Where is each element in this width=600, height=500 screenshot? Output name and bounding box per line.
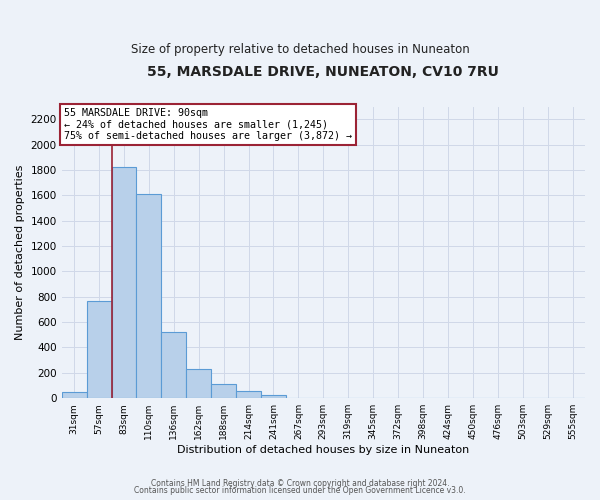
Bar — [186, 369, 211, 398]
Text: 55 MARSDALE DRIVE: 90sqm
← 24% of detached houses are smaller (1,245)
75% of sem: 55 MARSDALE DRIVE: 90sqm ← 24% of detach… — [64, 108, 352, 141]
Bar — [86, 300, 112, 398]
Text: Contains HM Land Registry data © Crown copyright and database right 2024.: Contains HM Land Registry data © Crown c… — [151, 478, 449, 488]
Y-axis label: Number of detached properties: Number of detached properties — [15, 164, 25, 340]
Title: 55, MARSDALE DRIVE, NUNEATON, CV10 7RU: 55, MARSDALE DRIVE, NUNEATON, CV10 7RU — [148, 65, 499, 79]
Bar — [136, 194, 161, 398]
Bar — [161, 332, 186, 398]
Text: Contains public sector information licensed under the Open Government Licence v3: Contains public sector information licen… — [134, 486, 466, 495]
Text: Size of property relative to detached houses in Nuneaton: Size of property relative to detached ho… — [131, 42, 469, 56]
Bar — [62, 392, 86, 398]
Bar — [236, 391, 261, 398]
Bar — [261, 395, 286, 398]
Bar — [211, 384, 236, 398]
Bar — [112, 168, 136, 398]
X-axis label: Distribution of detached houses by size in Nuneaton: Distribution of detached houses by size … — [177, 445, 469, 455]
